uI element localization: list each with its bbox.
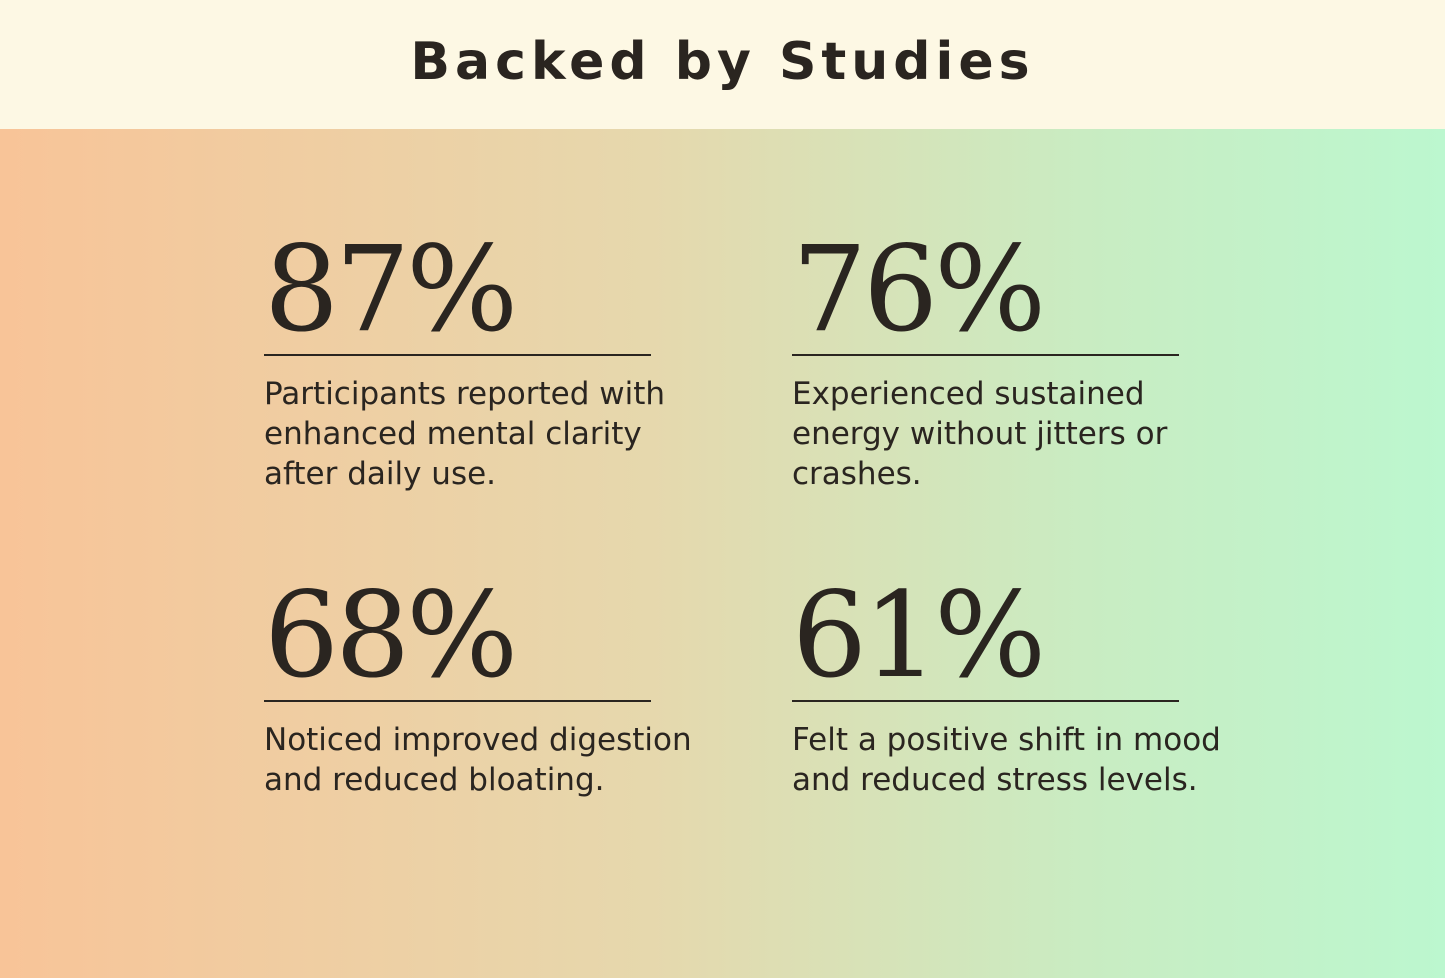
divider [264, 354, 651, 356]
stat-description: Noticed improved digestion and reduced b… [264, 722, 692, 798]
divider [792, 354, 1179, 356]
stat-description: Participants reported with enhanced ment… [264, 376, 666, 492]
stat-value: 61% [792, 566, 1046, 704]
stat-value: 76% [792, 220, 1046, 358]
header: Backed by Studies [0, 0, 1445, 129]
stat-card: 87% Participants reported with enhanced m… [264, 224, 724, 494]
stat-description: Felt a positive shift in mood and reduce… [792, 722, 1221, 798]
title: Backed by Studies [410, 32, 1035, 92]
divider [264, 700, 651, 702]
stat-card: 61% Felt a positive shift in mood and red… [792, 570, 1252, 800]
stat-card: 76% Experienced sustained energy without … [792, 224, 1252, 494]
stat-card: 68% Noticed improved digestion and reduce… [264, 570, 724, 800]
stats-section: 87% Participants reported with enhanced m… [0, 129, 1445, 978]
stat-value: 68% [264, 566, 518, 704]
stat-description: Experienced sustained energy without jit… [792, 376, 1168, 492]
stat-value: 87% [264, 220, 518, 358]
divider [792, 700, 1179, 702]
